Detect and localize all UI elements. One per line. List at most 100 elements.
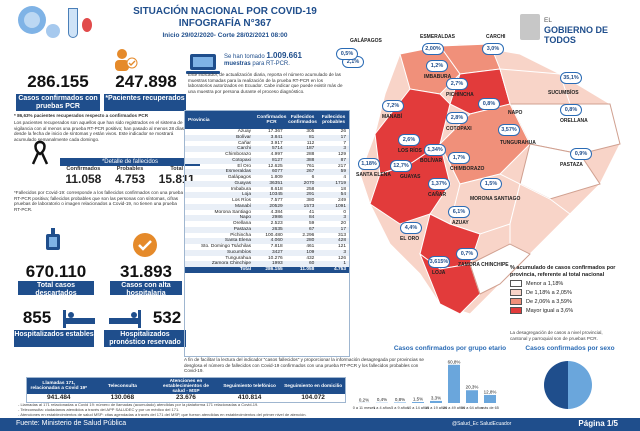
- province-deaths-confirmed: 59: [309, 221, 315, 226]
- age-bar: [466, 390, 478, 403]
- province-deaths-probable: 121: [337, 244, 346, 249]
- province-row: Cañar 3.917 112 7: [185, 141, 349, 147]
- province-name: Azuay: [237, 129, 252, 134]
- map-province-label: ORELLANA: [560, 118, 588, 124]
- province-row: Galápagos 1.809 6 4: [185, 175, 349, 181]
- page-title: SITUACIÓN NACIONAL POR COVID-19 INFOGRAF…: [120, 6, 330, 42]
- province-deaths-confirmed: 432: [306, 255, 315, 261]
- deaths-note: *Fallecidos por Covid-19: corresponde a …: [14, 190, 184, 212]
- province-confirmed: 10345: [269, 192, 283, 198]
- pcr-samples-value: 1.009.661: [266, 51, 302, 60]
- province-row: Bolívar 3.841 81 17: [185, 134, 349, 141]
- total-label: Total: [239, 267, 252, 272]
- province-confirmed: 2.523: [270, 221, 283, 226]
- province-deaths-probable: 129: [337, 152, 346, 157]
- hospital-discharge-icon: [132, 232, 158, 258]
- province-row: Los Ríos 7.577 380 249: [185, 198, 349, 204]
- age-bar-label: 0,4%: [377, 397, 387, 402]
- map-province-label: IMBABURA: [424, 74, 452, 80]
- province-name: Cañar: [237, 140, 252, 146]
- deaths-col-confirmed: Confirmados: [66, 166, 101, 172]
- province-deaths-probable: 217: [337, 163, 346, 169]
- province-confirmed: 3.917: [270, 140, 283, 146]
- pcr-text-c: para RT-PCR.: [252, 61, 290, 67]
- icu-bed-icon: [108, 306, 142, 330]
- province-deaths-confirmed: 291: [306, 192, 315, 198]
- province-deaths-probable: 428: [337, 238, 346, 244]
- province-confirmed: 1.809: [270, 175, 283, 180]
- shield-icon: [520, 14, 540, 40]
- map-pct-bubble: 35,1%: [560, 72, 582, 84]
- province-table: Provincia Confirmados PCR Fallecidos con…: [184, 110, 350, 357]
- province-row: Guayas 36351 2070 1719: [185, 180, 349, 187]
- hosp-stable-label: Hospitalizados estables: [14, 330, 94, 347]
- province-deaths-probable: 87: [340, 157, 346, 163]
- pcr-note: Este indicador, de actualización diaria,…: [188, 72, 343, 94]
- discarded-label: Total casos descartados: [18, 281, 94, 297]
- map-province-label: GALÁPAGOS: [350, 38, 382, 44]
- province-confirmed: 12.625: [268, 163, 283, 169]
- province-name: Pastaza: [233, 226, 252, 232]
- province-confirmed: 4.060: [270, 238, 283, 244]
- sex-pie-slice: [568, 361, 592, 409]
- legend-item: De 1,18% a 2,05%: [510, 289, 620, 296]
- phone-followup-value: 410.814: [237, 394, 262, 401]
- province-deaths-probable: 1091: [335, 203, 346, 209]
- province-name: Morona Santiago: [214, 209, 252, 215]
- map-pct-bubble: 2,7%: [446, 78, 468, 90]
- age-category-label: 1 a 4 años: [373, 406, 391, 410]
- province-deaths-confirmed: 761: [306, 163, 315, 169]
- map-pct-bubble: 0,9%: [570, 148, 592, 160]
- legend-items: Menor a 1,18% De 1,18% a 2,05% De 2,06% a …: [510, 280, 620, 314]
- legend-item: Mayor igual a 3,6%: [510, 307, 620, 314]
- sex-pie-chart: [544, 361, 592, 409]
- province-confirmed: 3.841: [270, 134, 283, 140]
- province-deaths-probable: 54: [340, 192, 346, 198]
- province-name: Manabí: [235, 203, 252, 209]
- province-deaths-confirmed: 41: [309, 209, 315, 215]
- province-name: Napo: [239, 215, 252, 221]
- province-row: Sto. Domingo Tsáchilas 7.818 461 121: [185, 244, 349, 250]
- province-name: Chimborazo: [225, 152, 252, 157]
- sex-pie-slice: [544, 361, 568, 409]
- province-name: Esmeraldas: [225, 169, 252, 175]
- person-check-icon: [112, 48, 138, 72]
- pcr-text-a: Se han tomado: [224, 54, 265, 60]
- province-row: Esmeraldas 6077 267 59: [185, 169, 349, 175]
- header-deaths-probable: Fallecidos probables: [321, 115, 346, 125]
- services-table: Llamadas 171, relacionadas a Covid 19* T…: [26, 377, 346, 403]
- province-name: Tungurahua: [225, 255, 252, 261]
- map-pct-bubble: 7,2%: [382, 100, 404, 112]
- province-row: Azuay 17.367 305 26: [185, 129, 349, 135]
- deaths-col-total: Total: [170, 166, 184, 172]
- deaths-confirmed-value: 11.058: [65, 172, 102, 186]
- map-province-label: ESMERALDAS: [420, 34, 456, 40]
- province-confirmed: 2635: [272, 226, 283, 232]
- recovered-label: *Pacientes recuperados: [104, 94, 186, 111]
- province-name: Sucumbíos: [227, 249, 252, 255]
- map-province-label: AZUAY: [452, 220, 469, 226]
- map-province-label: ZAMORA CHINCHIPE: [458, 262, 509, 268]
- legend-swatch: [510, 298, 522, 305]
- province-deaths-probable: 18: [340, 186, 346, 192]
- map-province-label: SANTA ELENA: [356, 172, 391, 178]
- syringe-icon: [40, 228, 66, 256]
- province-confirmed: 4.384: [270, 209, 283, 215]
- deaths-probable-value: 4.753: [114, 172, 146, 186]
- map-pct-bubble: 12,7%: [390, 160, 412, 172]
- province-deaths-probable: 4: [343, 175, 346, 180]
- province-deaths-probable: 20: [340, 221, 346, 226]
- age-category-label: 20 a 49 años: [443, 406, 465, 410]
- province-confirmed: 1993: [272, 261, 283, 267]
- map-pct-bubble: 1,34%: [424, 144, 446, 156]
- province-row: Napo 2986 84 3: [185, 215, 349, 221]
- province-row: Orellana 2.523 59 20: [185, 221, 349, 227]
- province-deaths-probable: 249: [337, 198, 346, 203]
- map-province-label: GUAYAS: [400, 174, 421, 180]
- age-bar-label: 3,3%: [431, 395, 441, 400]
- age-category-label: 0 a 11 meses: [353, 406, 376, 410]
- map-pct-bubble: 2,6%: [398, 134, 420, 146]
- province-name: Sto. Domingo Tsáchilas: [200, 244, 252, 249]
